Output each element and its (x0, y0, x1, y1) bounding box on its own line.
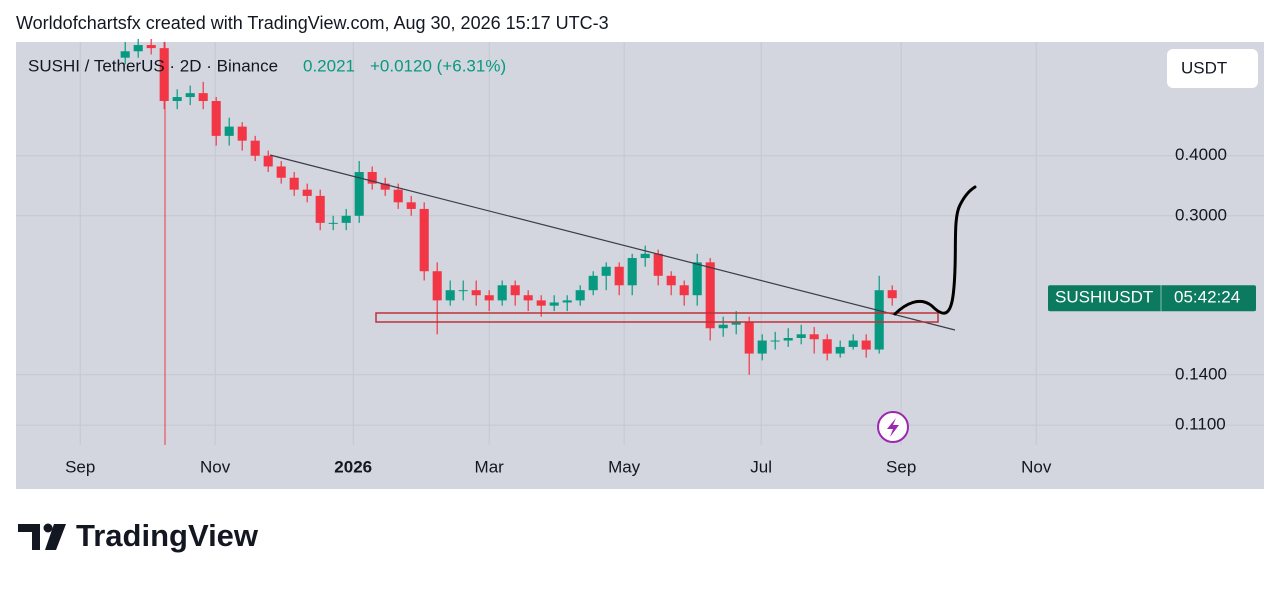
candle-body (822, 339, 832, 354)
candle-body (198, 93, 208, 102)
candle-body (458, 290, 468, 292)
candle-body (809, 334, 819, 340)
candle-body (627, 258, 637, 286)
candle-body (770, 340, 780, 342)
candle-body (172, 97, 182, 102)
candle-body (393, 189, 403, 203)
candle-body (744, 322, 754, 354)
candle-body (874, 290, 884, 350)
y-tick-label: 0.3000 (1175, 205, 1227, 224)
candle-body (276, 166, 286, 178)
x-tick-label: Mar (475, 457, 505, 476)
candle-body (315, 195, 325, 223)
trend-line (269, 154, 956, 331)
candle-body (835, 346, 845, 354)
logo-mark-2 (45, 524, 66, 550)
candle-body (432, 271, 442, 301)
candle-body (692, 262, 702, 296)
symbol-title: SUSHI / TetherUS · 2D · Binance (28, 56, 278, 75)
x-tick-label: Nov (1021, 457, 1052, 476)
y-tick-label: 0.4000 (1175, 145, 1227, 164)
candle-body (159, 48, 169, 102)
currency-button-label[interactable]: USDT (1181, 58, 1227, 77)
candle-body (614, 266, 624, 286)
logo-mark (18, 524, 40, 550)
candle-body (146, 45, 156, 49)
candle-body (302, 189, 312, 196)
support-zone (375, 312, 939, 323)
candle-body (705, 262, 715, 329)
candle-body (640, 253, 650, 259)
candle-body (224, 126, 234, 136)
candle-body (471, 290, 481, 296)
candle-body (861, 340, 871, 350)
x-tick-label: 2026 (334, 457, 372, 476)
candle-body (354, 172, 364, 216)
candle-body (406, 202, 416, 209)
candle-body (653, 253, 663, 276)
brand-name: TradingView (76, 518, 259, 553)
candle-body (536, 300, 546, 306)
candle-body (887, 290, 897, 299)
price-tag: SUSHIUSDT 05:42:24 (1048, 285, 1256, 312)
legend: SUSHI / TetherUS · 2D · Binance 0.2021 +… (28, 56, 506, 75)
candle-body (211, 101, 221, 136)
candle-body (848, 340, 858, 347)
credit: Worldofchartsfx created with TradingView… (16, 13, 609, 33)
candle-body (783, 338, 793, 341)
x-tick-label: Nov (200, 457, 231, 476)
candle-body (263, 155, 273, 167)
last-price: 0.2021 (303, 56, 355, 75)
plot-background (16, 42, 1264, 489)
grid (16, 42, 1264, 445)
candle-body (601, 266, 611, 276)
candle-body (757, 340, 767, 354)
candle-body (484, 295, 494, 301)
candle-body (341, 215, 351, 223)
candles (120, 38, 897, 375)
x-tick-label: May (608, 457, 641, 476)
candle-body (679, 285, 689, 296)
x-tick-label: Jul (750, 457, 772, 476)
projection-drawing (893, 185, 977, 316)
logo-dot (43, 523, 53, 533)
candle-body (731, 322, 741, 325)
candle-body (120, 51, 130, 58)
candle-body (237, 126, 247, 141)
candle-body (588, 275, 598, 291)
symbol-label: SUSHIUSDT (1055, 288, 1153, 307)
candle-body (445, 290, 455, 301)
candle-body (185, 93, 195, 98)
candle-body (380, 183, 390, 190)
currency-button[interactable] (1167, 49, 1258, 88)
candle-body (523, 295, 533, 301)
candle-body (562, 300, 572, 303)
candle-body (289, 177, 299, 190)
candle-body (549, 302, 559, 306)
candle-body (133, 45, 143, 52)
event-bolt (887, 418, 899, 437)
y-tick-label: 0.1100 (1175, 415, 1226, 434)
candle-body (250, 140, 260, 156)
candle-body (796, 334, 806, 339)
candle-body (367, 172, 377, 184)
candle-body (666, 275, 676, 286)
brand-logo: TradingView (18, 518, 259, 553)
x-tick-label: Sep (65, 457, 95, 476)
candle-body (575, 290, 585, 301)
price-change: +0.0120 (+6.31%) (370, 56, 506, 75)
price-tag-box (1048, 285, 1256, 312)
y-tick-label: 0.1400 (1175, 364, 1227, 383)
x-tick-label: Sep (886, 457, 916, 476)
candle-body (718, 324, 728, 329)
candle-body (497, 285, 507, 301)
countdown: 05:42:24 (1174, 288, 1240, 307)
candle-body (419, 208, 429, 272)
candle-body (510, 285, 520, 296)
candle-body (328, 222, 338, 224)
